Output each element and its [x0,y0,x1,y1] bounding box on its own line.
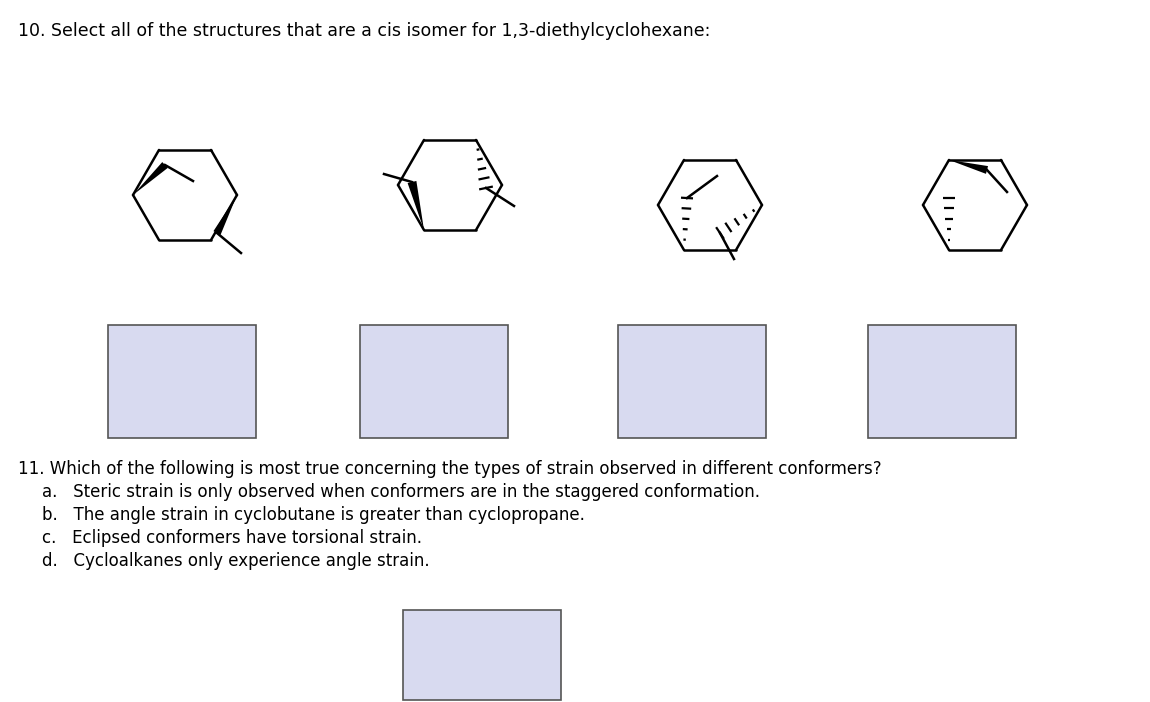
Text: c.   Eclipsed conformers have torsional strain.: c. Eclipsed conformers have torsional st… [43,529,422,547]
Polygon shape [133,162,168,195]
Bar [618,325,766,438]
Bar [108,325,256,438]
Text: 11. Which of the following is most true concerning the types of strain observed : 11. Which of the following is most true … [18,460,882,478]
Polygon shape [407,181,424,230]
Bar [402,610,561,700]
Text: b.   The angle strain in cyclobutane is greater than cyclopropane.: b. The angle strain in cyclobutane is gr… [43,506,585,524]
Bar [360,325,508,438]
Text: a.   Steric strain is only observed when conformers are in the staggered conform: a. Steric strain is only observed when c… [43,483,760,501]
Text: 10. Select all of the structures that are a cis isomer for 1,3-diethylcyclohexan: 10. Select all of the structures that ar… [18,22,711,40]
Text: d.   Cycloalkanes only experience angle strain.: d. Cycloalkanes only experience angle st… [43,552,430,570]
Polygon shape [949,160,988,174]
Polygon shape [214,195,237,235]
Bar [868,325,1015,438]
